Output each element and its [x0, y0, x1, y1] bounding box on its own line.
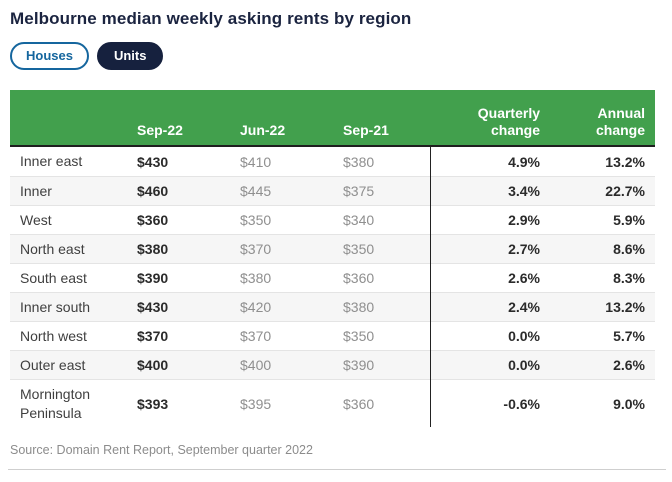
sep-21-cell: $360: [343, 395, 375, 412]
table-body: Inner east $430 $410 $380 4.9% 13.2% Inn…: [10, 147, 655, 427]
jun-22-cell: $395: [240, 395, 272, 412]
sep-22-cell: $370: [137, 328, 169, 344]
units-toggle-button[interactable]: Units: [96, 42, 164, 70]
jun-22-cell: $350: [240, 212, 272, 228]
table-header-row: Sep-22 Jun-22 Sep-21 Quarterly change An…: [10, 90, 655, 147]
region-cell: South east: [20, 269, 87, 286]
region-cell: Outer east: [20, 356, 86, 373]
quarterly-change-cell: 3.4%: [508, 183, 540, 199]
jun-22-cell: $370: [240, 241, 272, 257]
quarterly-change-cell: 2.7%: [508, 241, 540, 257]
quarterly-change-cell: 2.4%: [508, 299, 540, 315]
annual-change-cell: 2.6%: [613, 357, 645, 373]
sep-22-cell: $380: [137, 241, 169, 257]
table-row: West $360 $350 $340 2.9% 5.9%: [10, 205, 655, 234]
table-row: Inner $460 $445 $375 3.4% 22.7%: [10, 176, 655, 205]
sep-22-cell: $460: [137, 183, 169, 199]
quarterly-change-cell: -0.6%: [503, 395, 540, 412]
sep-22-cell: $393: [137, 395, 169, 412]
table-row: Mornington Peninsula $393 $395 $360 -0.6…: [10, 379, 655, 427]
sep-21-cell: $340: [343, 212, 375, 228]
jun-22-cell: $400: [240, 357, 272, 373]
annual-change-cell: 5.9%: [613, 212, 645, 228]
sep-21-cell: $375: [343, 183, 375, 199]
region-cell: Inner south: [20, 298, 91, 315]
annual-change-cell: 8.6%: [613, 241, 645, 257]
jun-22-cell: $420: [240, 299, 272, 315]
quarterly-change-cell: 2.9%: [508, 212, 540, 228]
table-row: Outer east $400 $400 $390 0.0% 2.6%: [10, 350, 655, 379]
sep-21-cell: $350: [343, 328, 375, 344]
header-quarterly-change: Quarterly change: [477, 105, 540, 139]
header-sep-21: Sep-21: [343, 122, 389, 139]
sep-22-cell: $430: [137, 299, 169, 315]
sep-22-cell: $360: [137, 212, 169, 228]
rents-table: Sep-22 Jun-22 Sep-21 Quarterly change An…: [10, 90, 655, 427]
houses-toggle-button[interactable]: Houses: [10, 42, 89, 70]
source-note: Source: Domain Rent Report, September qu…: [10, 443, 313, 457]
header-sep-22: Sep-22: [137, 122, 183, 139]
sep-21-cell: $380: [343, 153, 375, 170]
quarterly-change-cell: 4.9%: [508, 153, 540, 170]
sep-21-cell: $360: [343, 270, 375, 286]
table-row: North east $380 $370 $350 2.7% 8.6%: [10, 234, 655, 263]
quarterly-change-cell: 0.0%: [508, 328, 540, 344]
quarterly-change-cell: 0.0%: [508, 357, 540, 373]
table-row: South east $390 $380 $360 2.6% 8.3%: [10, 263, 655, 292]
annual-change-cell: 22.7%: [605, 183, 645, 199]
property-type-toggle: Houses Units: [10, 42, 164, 70]
quarterly-change-cell: 2.6%: [508, 270, 540, 286]
jun-22-cell: $410: [240, 153, 272, 170]
table-row: North west $370 $370 $350 0.0% 5.7%: [10, 321, 655, 350]
sep-21-cell: $380: [343, 299, 375, 315]
region-cell: Mornington Peninsula: [20, 385, 91, 421]
region-cell: Inner: [20, 182, 52, 199]
annual-change-cell: 13.2%: [605, 153, 645, 170]
annual-change-cell: 8.3%: [613, 270, 645, 286]
annual-change-cell: 5.7%: [613, 328, 645, 344]
region-cell: West: [20, 211, 52, 228]
header-jun-22: Jun-22: [240, 122, 286, 139]
region-cell: Inner east: [20, 153, 83, 170]
bottom-divider: [8, 469, 666, 470]
sep-22-cell: $430: [137, 153, 169, 170]
page-title: Melbourne median weekly asking rents by …: [10, 9, 412, 28]
table-row: Inner east $430 $410 $380 4.9% 13.2%: [10, 147, 655, 176]
jun-22-cell: $445: [240, 183, 272, 199]
jun-22-cell: $370: [240, 328, 272, 344]
sep-21-cell: $350: [343, 241, 375, 257]
sep-22-cell: $400: [137, 357, 169, 373]
region-cell: North east: [20, 240, 85, 257]
region-cell: North west: [20, 327, 87, 344]
table-row: Inner south $430 $420 $380 2.4% 13.2%: [10, 292, 655, 321]
header-annual-change: Annual change: [595, 105, 645, 139]
sep-22-cell: $390: [137, 270, 169, 286]
annual-change-cell: 13.2%: [605, 299, 645, 315]
annual-change-cell: 9.0%: [613, 395, 645, 412]
jun-22-cell: $380: [240, 270, 272, 286]
sep-21-cell: $390: [343, 357, 375, 373]
